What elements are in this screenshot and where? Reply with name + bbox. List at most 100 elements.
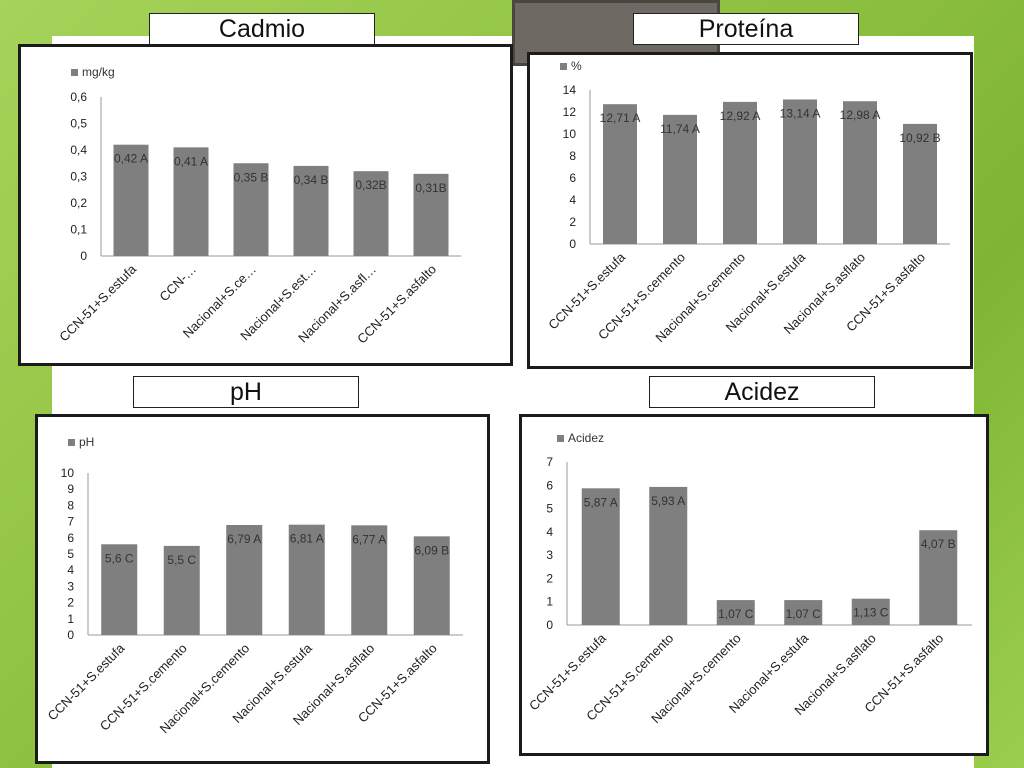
bar	[413, 173, 449, 256]
legend-label: mg/kg	[82, 65, 115, 79]
bar	[351, 525, 388, 635]
chart-cadmio-svg: mg/kg 0 0,1 0,2 0,3 0,4 0,5 0,6 0,42 A CCN-51+S.e…	[56, 65, 461, 346]
y-tick-label: 0,5	[70, 117, 87, 131]
legend-swatch	[68, 439, 75, 446]
chart-acidez: Acidez 0 1 2 3 4 5 6 7 5,87 A CCN-51+S.estufa 5,93 …	[519, 414, 989, 756]
data-label: 6,77 A	[352, 532, 386, 546]
bar	[226, 525, 263, 635]
data-label: 1,13 C	[853, 606, 889, 620]
data-label: 0,34 B	[294, 173, 329, 187]
y-tick-label: 2	[546, 571, 553, 585]
y-tick-label: 8	[569, 149, 576, 163]
data-label: 4,07 B	[921, 537, 956, 551]
bar	[581, 488, 620, 625]
data-label: 10,92 B	[899, 131, 940, 145]
title-proteina: Proteína	[633, 13, 859, 45]
legend-swatch	[560, 63, 567, 70]
legend-swatch	[557, 435, 564, 442]
data-label: 5,87 A	[584, 495, 618, 509]
y-tick-label: 3	[67, 579, 74, 593]
data-label: 0,42 A	[114, 152, 148, 166]
y-tick-label: 7	[546, 455, 553, 469]
y-tick-label: 10	[563, 127, 577, 141]
y-tick-label: 5	[67, 547, 74, 561]
data-label: 12,92 A	[720, 109, 761, 123]
bar	[113, 144, 149, 256]
data-label: 5,5 C	[167, 553, 196, 567]
data-label: 5,93 A	[651, 494, 685, 508]
y-tick-label: 0	[80, 249, 87, 263]
data-label: 1,07 C	[786, 607, 822, 621]
y-tick-label: 6	[569, 171, 576, 185]
data-label: 6,09 B	[414, 543, 449, 557]
y-tick-label: 9	[67, 482, 74, 496]
title-ph: pH	[133, 376, 359, 408]
bar	[919, 530, 958, 625]
y-tick-label: 0,1	[70, 223, 87, 237]
bar	[603, 104, 637, 244]
bar	[903, 123, 937, 244]
bar	[663, 114, 697, 244]
bar	[784, 600, 823, 625]
legend-label: %	[571, 59, 582, 73]
bar	[413, 536, 450, 635]
data-label: 11,74 A	[660, 122, 700, 136]
bar	[173, 147, 209, 256]
y-tick-label: 4	[546, 525, 553, 539]
y-tick-label: 6	[546, 478, 553, 492]
bar	[649, 486, 688, 625]
chart-cadmio: mg/kg 0 0,1 0,2 0,3 0,4 0,5 0,6 0,42 A CCN-51+S.e…	[18, 44, 513, 366]
data-label: 0,35 B	[234, 170, 269, 184]
data-label: 12,71 A	[600, 111, 641, 125]
data-label: 12,98 A	[840, 108, 881, 122]
bar	[293, 165, 329, 256]
bar	[783, 99, 817, 245]
y-tick-label: 0,3	[70, 170, 87, 184]
bar	[288, 524, 325, 635]
y-tick-label: 2	[569, 215, 576, 229]
y-tick-label: 14	[563, 83, 577, 97]
bar	[163, 545, 200, 635]
category-label: CCN-51+S.estufa	[56, 261, 139, 344]
bar	[851, 598, 890, 625]
y-tick-label: 0	[67, 628, 74, 642]
y-tick-label: 0	[546, 618, 553, 632]
y-tick-label: 0,2	[70, 196, 87, 210]
data-label: 6,81 A	[290, 532, 324, 546]
y-tick-label: 12	[563, 105, 577, 119]
y-tick-label: 2	[67, 596, 74, 610]
bar	[843, 101, 877, 244]
legend-swatch	[71, 69, 78, 76]
bar	[353, 171, 389, 256]
data-label: 1,07 C	[718, 607, 754, 621]
legend-label: pH	[79, 435, 94, 449]
data-label: 0,32B	[355, 178, 386, 192]
chart-proteina: % 0 2 4 6 8 10 12 14 12,71 A CCN-51+S.estufa 11,74 …	[527, 52, 973, 369]
y-tick-label: 5	[546, 502, 553, 516]
data-label: 0,41 A	[174, 154, 208, 168]
y-tick-label: 0,6	[70, 90, 87, 104]
bar	[233, 163, 269, 256]
y-tick-label: 10	[61, 466, 75, 480]
y-tick-label: 6	[67, 531, 74, 545]
y-tick-label: 1	[67, 612, 74, 626]
legend-label: Acidez	[568, 431, 604, 445]
data-label: 5,6 C	[105, 551, 134, 565]
y-tick-label: 1	[546, 595, 553, 609]
data-label: 13,14 A	[780, 106, 821, 120]
y-tick-label: 4	[67, 563, 74, 577]
data-label: 0,31B	[415, 181, 446, 195]
title-cadmio: Cadmio	[149, 13, 375, 45]
bar	[716, 600, 755, 625]
y-tick-label: 7	[67, 515, 74, 529]
y-tick-label: 4	[569, 193, 576, 207]
data-label: 6,79 A	[227, 532, 261, 546]
y-tick-label: 3	[546, 548, 553, 562]
title-acidez: Acidez	[649, 376, 875, 408]
y-tick-label: 8	[67, 498, 74, 512]
bar	[101, 544, 138, 635]
